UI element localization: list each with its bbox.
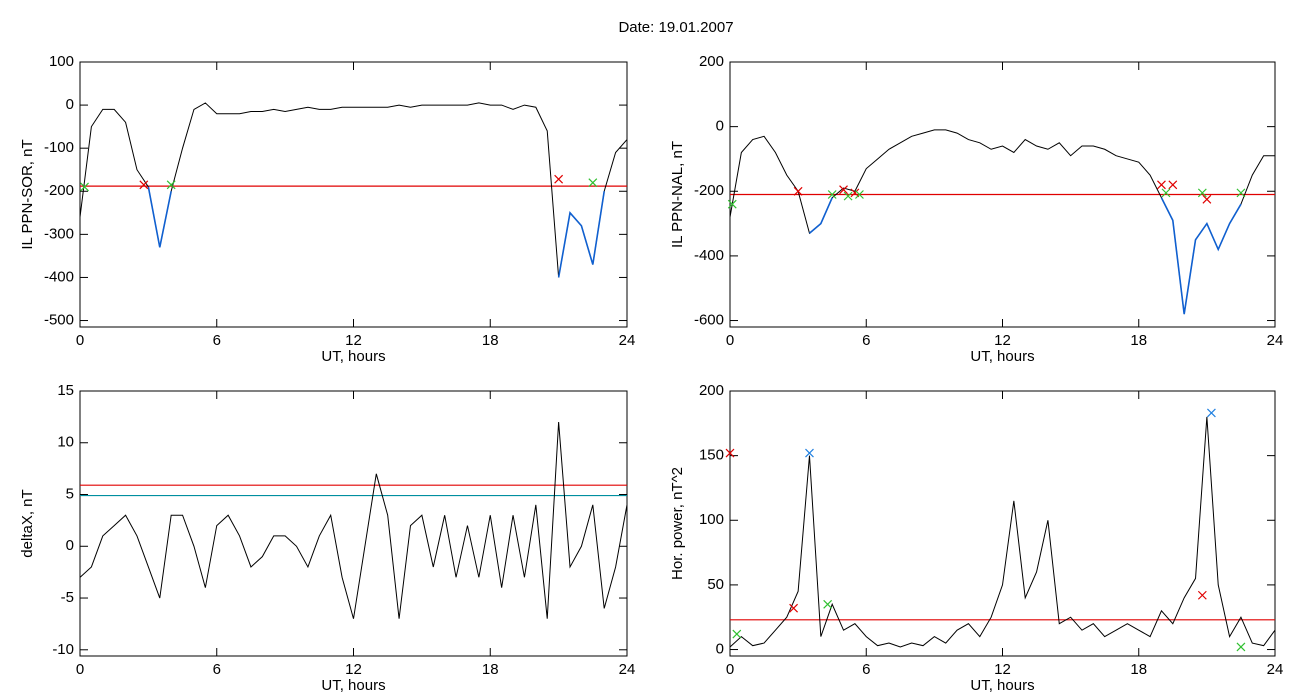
data-line	[79, 102, 628, 278]
y-tick-label: 50	[707, 576, 724, 593]
cross-marker	[725, 448, 735, 458]
y-tick-label: -600	[694, 312, 724, 329]
x-tick-label: 18	[1130, 661, 1147, 678]
y-tick-label: -500	[44, 312, 74, 329]
y-tick-label: 0	[716, 641, 724, 658]
cross-marker	[805, 448, 814, 458]
cross-marker	[80, 182, 89, 192]
plot-frame	[79, 61, 628, 328]
x-tick-label: 12	[994, 332, 1011, 349]
y-tick-label: -10	[52, 641, 74, 658]
cross-marker	[789, 603, 799, 613]
cross-marker	[823, 599, 833, 609]
y-tick-label: -100	[44, 139, 74, 156]
x-axis-label: UT, hours	[970, 677, 1034, 694]
data-line	[729, 129, 1275, 315]
cross-marker	[1197, 188, 1207, 198]
cross-marker	[139, 180, 149, 190]
cross-marker	[554, 174, 564, 184]
x-tick-label: 6	[862, 661, 870, 678]
cross-marker	[1161, 188, 1171, 198]
y-axis-label: IL PPN-NAL, nT	[669, 141, 686, 248]
cross-marker	[1206, 408, 1216, 418]
y-tick-label: 150	[699, 447, 724, 464]
cross-marker	[727, 199, 737, 209]
y-tick-label: -200	[694, 182, 724, 199]
x-tick-label: 12	[345, 661, 362, 678]
x-tick-label: 6	[213, 661, 221, 678]
x-tick-label: 12	[994, 661, 1011, 678]
x-tick-label: 6	[862, 332, 870, 349]
x-axis-label: UT, hours	[970, 348, 1034, 365]
y-tick-label: 10	[57, 434, 74, 451]
x-tick-label: 18	[1130, 332, 1147, 349]
y-tick-label: 100	[49, 53, 74, 70]
y-tick-label: -5	[61, 589, 74, 606]
cross-marker	[1157, 180, 1166, 190]
data-line	[79, 422, 628, 619]
x-tick-label: 24	[1267, 332, 1284, 349]
x-tick-label: 12	[345, 332, 362, 349]
x-tick-label: 18	[482, 661, 499, 678]
below-threshold-line	[808, 197, 833, 234]
x-axis-label: UT, hours	[321, 677, 385, 694]
cross-marker	[839, 185, 848, 195]
x-tick-label: 24	[619, 661, 636, 678]
y-tick-label: -400	[44, 268, 74, 285]
cross-marker	[1202, 194, 1212, 204]
cross-marker	[166, 180, 176, 190]
plot-frame	[729, 390, 1276, 657]
cross-marker	[1236, 642, 1246, 652]
cross-marker	[732, 629, 742, 639]
below-threshold-line	[147, 186, 172, 248]
below-threshold-line	[1160, 197, 1242, 315]
x-tick-label: 6	[213, 332, 221, 349]
x-tick-label: 24	[1267, 661, 1284, 678]
y-tick-label: 0	[66, 96, 74, 113]
y-tick-label: 15	[57, 382, 74, 399]
y-tick-label: 5	[66, 485, 74, 502]
cross-marker	[588, 178, 598, 188]
x-axis-label: UT, hours	[321, 348, 385, 365]
below-threshold-line	[557, 191, 605, 278]
x-tick-label: 18	[482, 332, 499, 349]
x-tick-label: 0	[726, 332, 734, 349]
cross-marker	[1197, 590, 1207, 600]
y-tick-label: 200	[699, 53, 724, 70]
cross-marker	[1236, 188, 1246, 198]
x-tick-label: 0	[76, 661, 84, 678]
x-tick-label: 24	[619, 332, 636, 349]
y-tick-label: 200	[699, 382, 724, 399]
cross-marker	[793, 186, 803, 196]
y-axis-label: IL PPN-SOR, nT	[19, 139, 36, 249]
y-axis-label: deltaX, nT	[19, 489, 36, 557]
y-tick-label: -400	[694, 247, 724, 264]
y-tick-label: -200	[44, 182, 74, 199]
y-axis-label: Hor. power, nT^2	[669, 467, 686, 580]
x-tick-label: 0	[726, 661, 734, 678]
cross-marker	[827, 190, 837, 199]
cross-marker	[1168, 180, 1178, 190]
cross-marker	[855, 190, 864, 199]
y-tick-label: 100	[699, 511, 724, 528]
data-line	[729, 416, 1276, 648]
x-tick-label: 0	[76, 332, 84, 349]
y-tick-label: 0	[66, 537, 74, 554]
y-tick-label: 0	[716, 118, 724, 135]
cross-marker	[843, 191, 853, 201]
figure-title: Date: 19.01.2007	[618, 19, 733, 36]
y-tick-label: -300	[44, 225, 74, 242]
